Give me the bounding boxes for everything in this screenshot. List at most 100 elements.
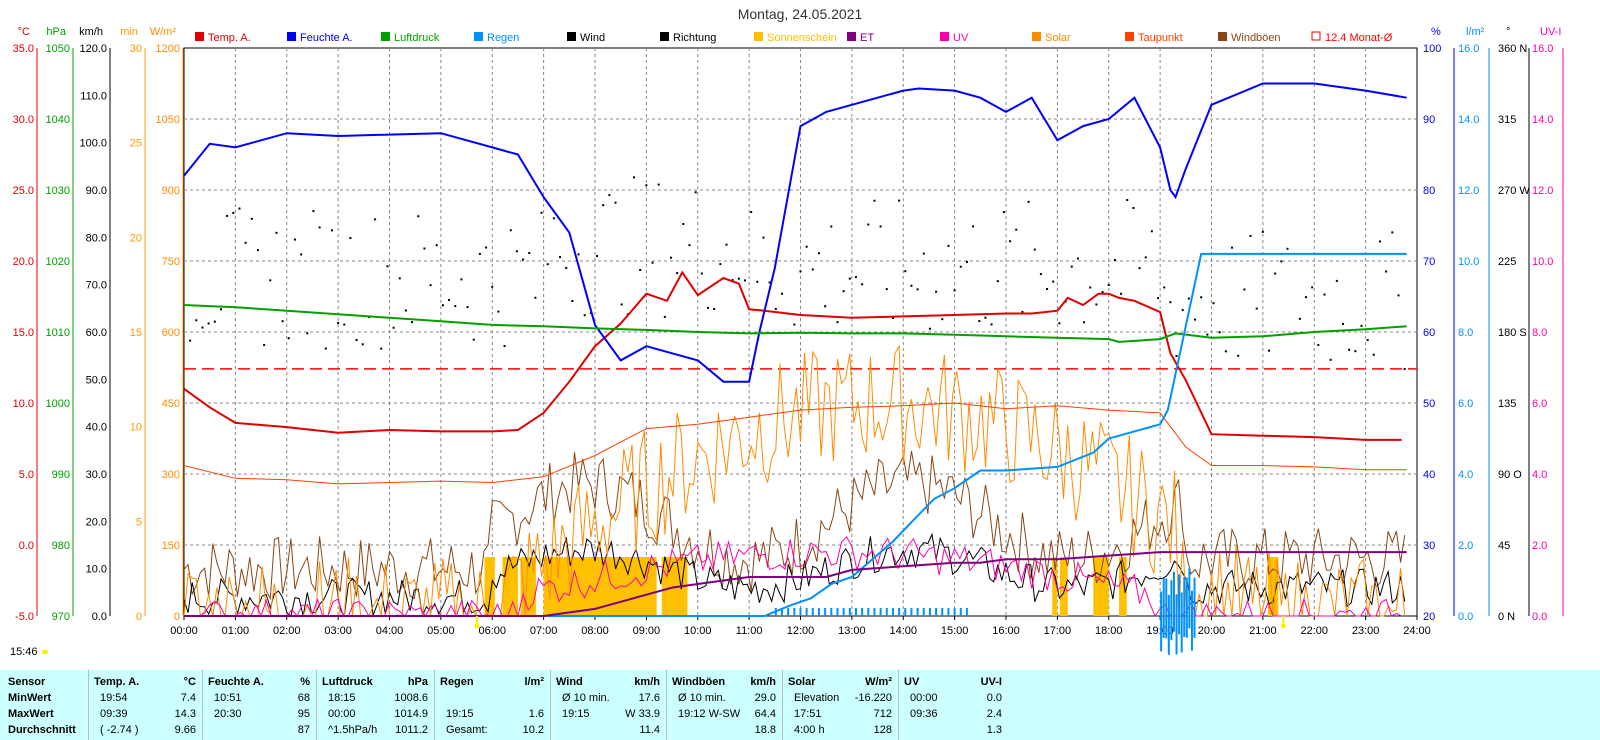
rain-tick	[780, 608, 783, 616]
pressure-tick-label: 1000	[46, 398, 70, 410]
direction-tick-label: 360 N	[1498, 43, 1527, 55]
direction-dot	[793, 323, 796, 326]
direction-dot	[1046, 288, 1049, 291]
direction-dot	[189, 339, 192, 342]
direction-dot	[491, 285, 494, 288]
rain-tick	[1178, 574, 1181, 635]
x-tick-label: 15:00	[941, 625, 969, 637]
uv-series	[184, 536, 1402, 618]
uvi-tick-label: 6.0	[1532, 398, 1547, 410]
direction-dot	[1200, 296, 1203, 299]
sunshine-bar	[543, 557, 657, 616]
direction-dot	[226, 214, 229, 217]
direction-dot	[1126, 199, 1129, 202]
humidity-tick-label: 90	[1423, 114, 1435, 126]
direction-dot	[935, 290, 938, 293]
solar-tick-label: 750	[162, 256, 180, 268]
legend-swatch	[474, 32, 483, 41]
sunmin-tick-label: 25	[130, 138, 142, 150]
rain-tick	[1193, 577, 1196, 638]
rain-tick	[787, 608, 790, 616]
direction-dot	[1317, 344, 1320, 347]
direction-dot	[1249, 234, 1252, 237]
x-tick-label: 16:00	[992, 625, 1020, 637]
direction-dot	[374, 218, 377, 221]
pressure-tick-label: 970	[52, 611, 70, 623]
direction-dot	[1132, 207, 1135, 210]
direction-dot	[1033, 248, 1036, 251]
direction-dot	[392, 326, 395, 329]
table-cell-value: W 33.9	[625, 708, 660, 720]
legend-label: Sonnenschein	[767, 32, 837, 44]
uvi-axis-unit: UV-I	[1540, 26, 1561, 38]
direction-dot	[1169, 301, 1172, 304]
table-column-divider	[782, 670, 783, 740]
wind-tick-label: 50.0	[86, 374, 107, 386]
rain-tick	[811, 608, 814, 616]
series-taupunkt	[183, 402, 1407, 485]
pressure-tick-label: 980	[52, 540, 70, 552]
direction-dot	[417, 215, 420, 218]
direction-dot	[1323, 293, 1326, 296]
temp-tick-label: -5.0	[15, 611, 34, 623]
table-header: UV	[904, 676, 920, 688]
direction-dot	[817, 252, 820, 255]
sunshine-bar	[1119, 557, 1127, 616]
direction-dot	[682, 223, 685, 226]
uvi-tick-label: 16.0	[1532, 43, 1553, 55]
direction-dot	[195, 319, 198, 322]
temp-tick-label: 0.0	[19, 540, 34, 552]
direction-dot	[1058, 322, 1061, 325]
direction-dot	[263, 343, 266, 346]
direction-dot	[1181, 308, 1184, 311]
rain-tick-label: 16.0	[1458, 43, 1479, 55]
sunshine-bar	[502, 557, 518, 616]
rain-tick-label: 14.0	[1458, 114, 1479, 126]
rain-tick	[885, 608, 888, 616]
solar-tick-label: 1050	[156, 114, 180, 126]
table-column-divider	[666, 670, 667, 740]
direction-dot	[904, 270, 907, 273]
direction-dot	[423, 247, 426, 250]
rain-tick-label: 6.0	[1458, 398, 1473, 410]
direction-dot	[207, 322, 210, 325]
direction-dot	[429, 284, 432, 287]
x-tick-label: 02:00	[273, 625, 301, 637]
direction-tick-label: 225	[1498, 256, 1516, 268]
series-feuchte-a-	[183, 82, 1407, 383]
wind-tick-label: 110.0	[80, 90, 107, 102]
temp-tick-label: 35.0	[13, 43, 34, 55]
rain-tick	[774, 608, 777, 616]
x-tick-label: 17:00	[1044, 625, 1072, 637]
direction-dot	[620, 303, 623, 306]
x-tick-label: 03:00	[324, 625, 352, 637]
wind-tick-label: 40.0	[86, 422, 107, 434]
table-header: Feuchte A.	[208, 676, 264, 688]
direction-dot	[256, 249, 259, 252]
direction-dot	[706, 306, 709, 309]
rain-tick	[1165, 578, 1168, 639]
legend-label: Richtung	[673, 32, 716, 44]
x-tick-label: 18:00	[1095, 625, 1123, 637]
direction-dot	[891, 317, 894, 320]
direction-dot	[343, 323, 346, 326]
direction-dot	[435, 244, 438, 247]
direction-dot	[1243, 288, 1246, 291]
pressure-tick-label: 990	[52, 469, 70, 481]
x-tick-label: 21:00	[1249, 625, 1277, 637]
table-cell: 19:15	[562, 708, 590, 720]
table-header-unit: hPa	[407, 676, 428, 688]
legend-swatch	[567, 32, 576, 41]
table-column-divider	[316, 670, 317, 740]
direction-dot	[898, 199, 901, 202]
direction-tick-label: 315	[1498, 114, 1516, 126]
direction-dot	[300, 253, 303, 256]
rain-tick-label: 12.0	[1458, 185, 1479, 197]
temp-tick-label: 25.0	[13, 185, 34, 197]
direction-dot	[867, 223, 870, 226]
direction-dot	[1150, 230, 1153, 233]
legend-swatch	[754, 32, 763, 41]
legend-swatch	[1311, 31, 1321, 41]
direction-dot	[1095, 303, 1098, 306]
table-cell-value: 1008.6	[394, 692, 428, 704]
